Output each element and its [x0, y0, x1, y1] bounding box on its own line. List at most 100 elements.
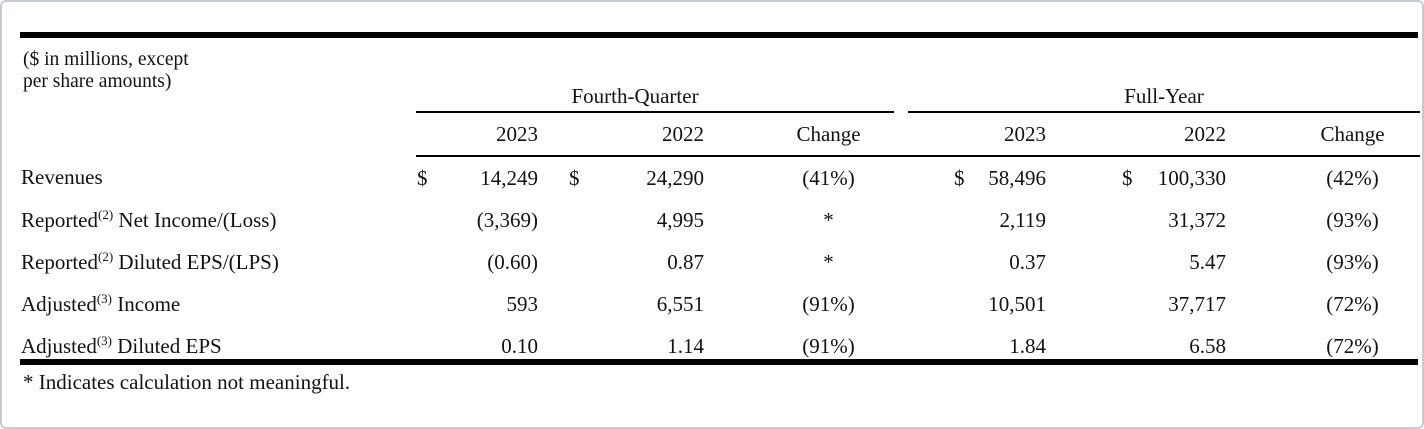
cell-value: 593: [506, 291, 539, 316]
dollar-sign: $: [569, 165, 580, 190]
column-header-fy-change: Change: [1256, 112, 1421, 157]
column-header-fy-2022: 2022: [1076, 112, 1257, 157]
gap-cell: [894, 283, 908, 325]
row-label: Revenues: [20, 156, 416, 199]
cell-value: (0.60): [487, 249, 538, 274]
cell-value: (91%): [802, 333, 855, 358]
cell-value: (41%): [802, 165, 855, 190]
financial-results-table: Fourth-Quarter Full-Year 2023 2022 Chang…: [20, 44, 1421, 367]
value-cell: (0.60): [416, 241, 568, 283]
table-row-revenues: Revenues $14,249 $24,290 (41%) $58,496 $…: [20, 156, 1420, 199]
value-cell: 4,995: [568, 199, 734, 241]
cell-value: 0.87: [667, 249, 704, 274]
value-cell: (3,369): [416, 199, 568, 241]
value-cell: 6,551: [568, 283, 734, 325]
change-cell: (91%): [734, 325, 894, 367]
cell-value: (72%): [1326, 333, 1379, 358]
row-label-superscript: (2): [97, 248, 114, 264]
value-cell: 10,501: [908, 283, 1076, 325]
value-cell: $14,249: [416, 156, 568, 199]
group-header-fourth-quarter: Fourth-Quarter: [416, 44, 895, 113]
cell-value: 10,501: [988, 291, 1047, 316]
cell-value: 37,717: [1168, 291, 1227, 316]
bottom-thick-rule: [20, 359, 1418, 365]
row-label: Reported(2) Diluted EPS/(LPS): [20, 241, 416, 283]
row-label-rest: Diluted EPS/(LPS): [113, 249, 279, 274]
row-label-superscript: (3): [96, 290, 112, 306]
group-header-spacer: [20, 44, 416, 112]
cell-value: 14,249: [480, 165, 538, 190]
change-cell: (72%): [1256, 283, 1420, 325]
cell-value: 1.14: [667, 333, 704, 358]
value-cell: $58,496: [908, 156, 1076, 199]
cell-value: (72%): [1326, 291, 1379, 316]
row-label: Reported(2) Net Income/(Loss): [20, 199, 416, 241]
cell-value: 5.47: [1189, 249, 1227, 274]
change-cell: *: [734, 241, 894, 283]
cell-value: 0.37: [1009, 249, 1047, 274]
row-label: Adjusted(3) Income: [20, 283, 416, 325]
table-row-adjusted-income: Adjusted(3) Income 593 6,551 (91%) 10,50…: [20, 283, 1420, 325]
top-thick-rule: [20, 32, 1418, 38]
cell-value: 24,290: [646, 165, 704, 190]
change-cell: (93%): [1256, 199, 1420, 241]
group-header-row: Fourth-Quarter Full-Year: [20, 44, 1421, 113]
column-header-fq-2022: 2022: [568, 112, 734, 157]
column-header-spacer: [20, 112, 416, 156]
value-cell: 5.47: [1076, 241, 1256, 283]
value-cell: 1.14: [568, 325, 734, 367]
cell-value: 100,330: [1157, 165, 1227, 190]
gap-cell: [894, 241, 908, 283]
units-note: ($ in millions, except per share amounts…: [23, 49, 189, 93]
row-label-text: Adjusted: [21, 333, 97, 358]
units-note-line2: per share amounts): [23, 71, 172, 92]
cell-value: (93%): [1326, 207, 1379, 232]
row-label-text: Reported: [21, 249, 98, 274]
units-note-line1: ($ in millions, except: [23, 49, 189, 70]
cell-value: (93%): [1326, 249, 1379, 274]
row-label-text: Revenues: [21, 165, 103, 189]
cell-value: (42%): [1326, 165, 1379, 190]
value-cell: 0.10: [416, 325, 568, 367]
row-label-text: Reported: [21, 207, 98, 232]
value-cell: 6.58: [1076, 325, 1256, 367]
change-cell: (41%): [734, 156, 894, 199]
table-row-adjusted-diluted-eps: Adjusted(3) Diluted EPS 0.10 1.14 (91%) …: [20, 325, 1420, 367]
change-cell: (93%): [1256, 241, 1420, 283]
change-cell: *: [734, 199, 894, 241]
change-cell: (72%): [1256, 325, 1420, 367]
row-label-superscript: (2): [97, 206, 114, 222]
row-label-rest: Diluted EPS: [112, 333, 222, 358]
value-cell: 1.84: [908, 325, 1076, 367]
row-label-rest: Net Income/(Loss): [113, 207, 277, 232]
column-header-fq-2023: 2023: [416, 112, 568, 157]
cell-value: (3,369): [476, 207, 538, 232]
cell-value: 31,372: [1168, 207, 1227, 232]
dollar-sign: $: [1122, 165, 1133, 190]
column-header-gap: [894, 112, 909, 157]
cell-value: 0.10: [501, 333, 538, 358]
cell-value: 6,551: [656, 291, 704, 316]
gap-cell: [894, 199, 908, 241]
row-label-text: Adjusted: [21, 291, 97, 316]
cell-value: 6.58: [1189, 333, 1227, 358]
cell-value: 2,119: [999, 207, 1047, 232]
change-cell: (42%): [1256, 156, 1420, 199]
cell-value: *: [823, 249, 834, 274]
group-gap: [894, 44, 908, 112]
dollar-sign: $: [417, 165, 428, 190]
column-header-fy-2023: 2023: [908, 112, 1077, 157]
cell-value: *: [823, 207, 834, 232]
value-cell: 31,372: [1076, 199, 1256, 241]
group-header-full-year: Full-Year: [908, 44, 1421, 113]
value-cell: $24,290: [568, 156, 734, 199]
value-cell: 37,717: [1076, 283, 1256, 325]
table-row-reported-net-income: Reported(2) Net Income/(Loss) (3,369) 4,…: [20, 199, 1420, 241]
footnote: * Indicates calculation not meaningful.: [23, 370, 351, 394]
cell-value: 4,995: [656, 207, 704, 232]
column-header-fq-change: Change: [734, 112, 895, 157]
value-cell: 593: [416, 283, 568, 325]
cell-value: 58,496: [988, 165, 1047, 190]
cell-value: 1.84: [1009, 333, 1047, 358]
